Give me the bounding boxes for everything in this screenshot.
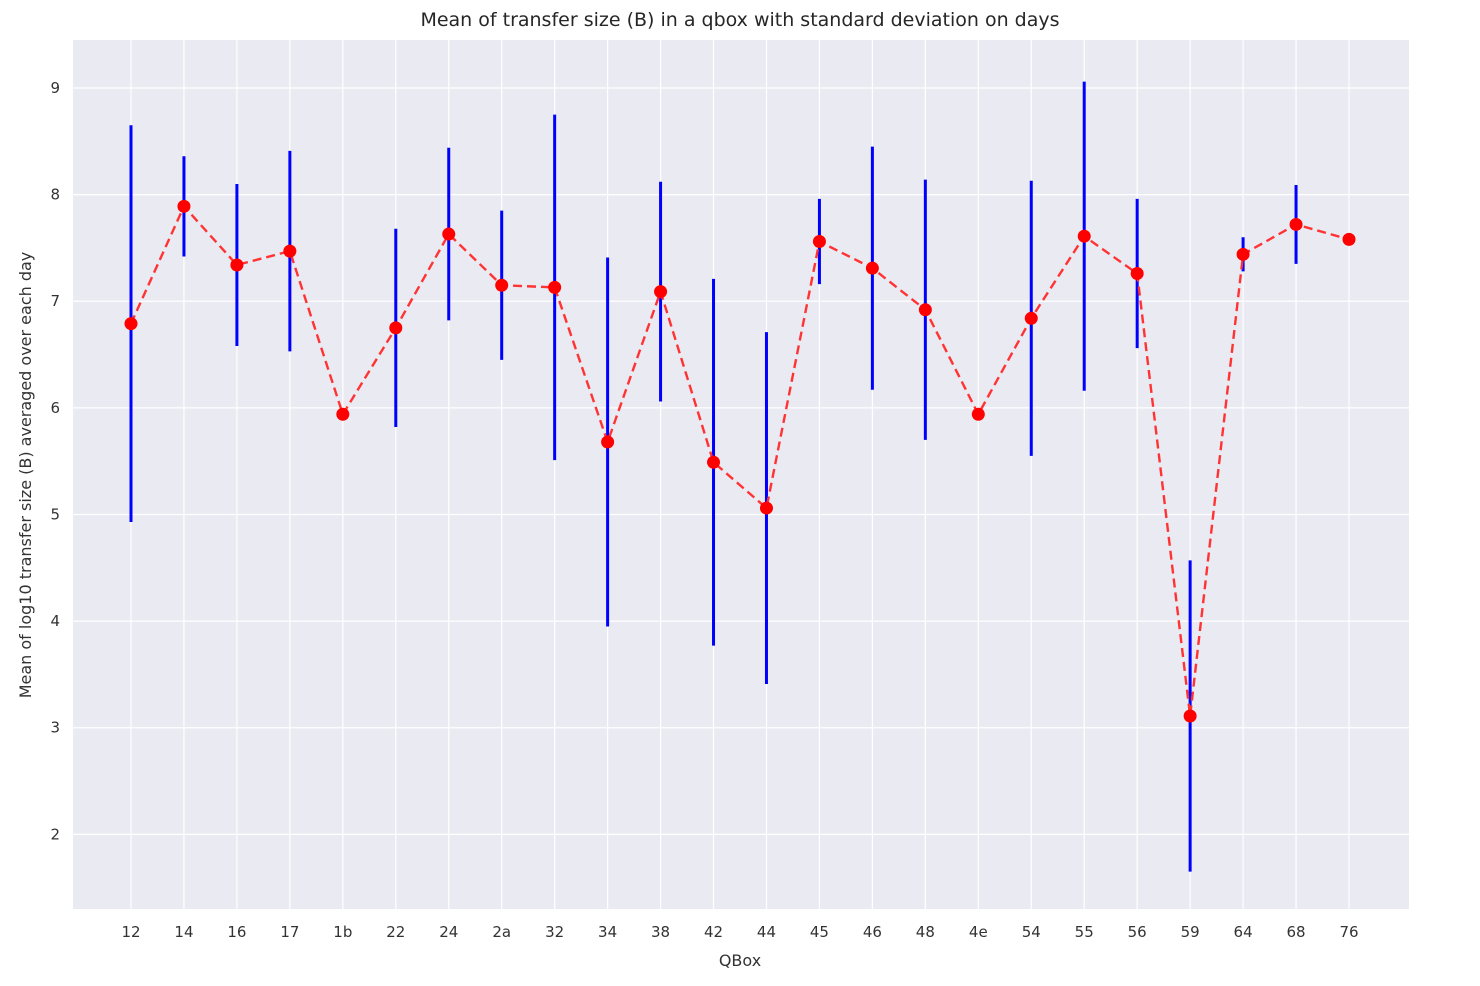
data-point	[707, 455, 721, 469]
x-tick-label: 55	[1075, 923, 1094, 941]
data-point	[1024, 311, 1038, 325]
data-point	[283, 244, 297, 258]
y-axis-label: Mean of log10 transfer size (B) averaged…	[16, 252, 35, 699]
x-tick-label: 44	[757, 923, 776, 941]
x-tick-label: 46	[863, 923, 882, 941]
x-tick-label: 64	[1234, 923, 1253, 941]
data-point	[495, 278, 509, 292]
mean-line	[129, 204, 1350, 717]
x-tick-label: 32	[545, 923, 564, 941]
x-tick-label: 76	[1339, 923, 1358, 941]
x-tick-label: 45	[810, 923, 829, 941]
x-tick-label: 4e	[969, 923, 988, 941]
series-line	[129, 204, 1350, 717]
x-tick-label: 24	[439, 923, 458, 941]
x-tick-label: 56	[1128, 923, 1147, 941]
data-point	[865, 261, 879, 275]
data-point	[971, 407, 985, 421]
x-axis-ticks: 12 14 16 17 1b 22 24 2a 32 34 38 42 44 45 46 48 4e 54 55 56…	[121, 923, 1358, 941]
x-tick-label: 59	[1181, 923, 1200, 941]
data-point	[1183, 709, 1197, 723]
x-tick-label: 48	[916, 923, 935, 941]
data-point	[1289, 217, 1303, 231]
y-tick-label: 7	[50, 292, 60, 310]
data-point	[124, 317, 138, 331]
x-tick-label: 2a	[492, 923, 511, 941]
x-tick-label: 38	[651, 923, 670, 941]
x-tick-label: 42	[704, 923, 723, 941]
x-tick-label: 68	[1286, 923, 1305, 941]
x-tick-label: 34	[598, 923, 617, 941]
mean-markers	[124, 199, 1356, 723]
y-tick-label: 3	[50, 719, 60, 737]
data-point	[548, 280, 562, 294]
x-tick-label: 17	[280, 923, 299, 941]
data-point	[1236, 247, 1250, 261]
y-tick-label: 2	[50, 825, 60, 843]
y-tick-label: 6	[50, 399, 60, 417]
y-axis-ticks: 2 3 4 5 6 7 8 9	[50, 79, 60, 843]
y-tick-label: 4	[50, 612, 60, 630]
x-tick-label: 12	[121, 923, 140, 941]
chart-title: Mean of transfer size (B) in a qbox with…	[420, 9, 1059, 31]
data-point	[177, 199, 191, 213]
data-point	[1130, 267, 1144, 281]
data-point	[442, 227, 456, 241]
x-tick-label: 22	[386, 923, 405, 941]
data-point	[654, 285, 668, 299]
data-point	[1077, 229, 1091, 243]
data-point	[336, 407, 350, 421]
data-point	[601, 435, 615, 449]
y-tick-label: 8	[50, 186, 60, 204]
x-axis-label: QBox	[719, 951, 761, 970]
data-point	[759, 501, 773, 515]
data-point	[918, 303, 932, 317]
data-point	[230, 258, 244, 272]
data-point	[389, 321, 403, 335]
data-point	[1342, 232, 1356, 246]
y-tick-label: 5	[50, 505, 60, 523]
plot-area	[73, 40, 1409, 909]
y-tick-label: 9	[50, 79, 60, 97]
x-tick-label: 1b	[333, 923, 352, 941]
x-tick-label: 54	[1022, 923, 1041, 941]
x-tick-label: 16	[227, 923, 246, 941]
data-point	[812, 235, 826, 249]
x-tick-label: 14	[174, 923, 193, 941]
